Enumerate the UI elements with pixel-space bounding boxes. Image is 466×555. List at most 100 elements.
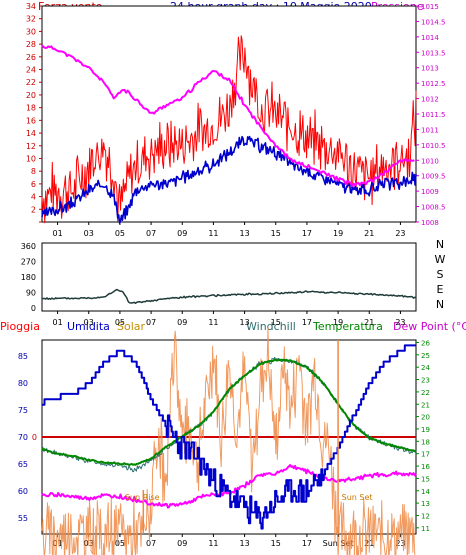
x-tick-label: 15 [271, 229, 281, 238]
x-tick-label: 07 [146, 318, 156, 327]
tick-label-wind: 12 [26, 142, 36, 151]
legend-item: Windchill [246, 320, 296, 333]
tick-label-pressure: 1014.5 [421, 18, 446, 26]
tick-label-temp: 18 [421, 438, 430, 446]
tick-label-pressure: 1008 [421, 219, 439, 227]
legend-item: Solar [117, 320, 146, 333]
x-tick-label: 13 [239, 318, 249, 327]
tick-label-wind: 24 [26, 66, 36, 75]
x-tick-label: 07 [146, 539, 156, 548]
x-tick-label: 11 [208, 318, 218, 327]
tick-label-temp: 21 [421, 401, 430, 409]
tick-label-temp: 19 [421, 426, 430, 434]
tick-label-pressure: 1010 [421, 157, 439, 165]
tick-label-temp: 13 [421, 500, 430, 508]
plot-frame-direction [41, 242, 417, 312]
tick-label-pressure: 1009 [421, 188, 439, 196]
x-tick-label: 05 [115, 318, 125, 327]
tick-label-direction: 90 [26, 289, 36, 298]
series-solar [41, 327, 416, 555]
tick-label-pressure: 1008.5 [421, 204, 446, 212]
tick-label-direction: 0 [31, 304, 36, 313]
x-tick-label: 19 [333, 229, 343, 238]
legend-item: Umidita [67, 320, 110, 333]
x-tick-label: 03 [84, 229, 94, 238]
legend-item: Pioggia [0, 320, 40, 333]
x-tick-label: 21 [364, 229, 374, 238]
series-pressione [41, 44, 415, 188]
sun-rise-label: Sun Rise [125, 493, 160, 502]
tick-label-pressure: 1011 [421, 126, 439, 134]
sun-set-label: Sun Set [342, 493, 373, 502]
x-tick-label: 11 [208, 539, 218, 548]
x-tick-label: 17 [302, 318, 312, 327]
x-tick-label: 01 [52, 318, 62, 327]
legend-item: Dew Point (°C) [393, 320, 466, 333]
tick-label-pressure: 1012.5 [421, 80, 446, 88]
tick-label-wind: 22 [26, 78, 36, 87]
tick-label-humidity: 70 [18, 433, 28, 442]
tick-label-direction: 360 [21, 242, 36, 251]
series-temperatura [41, 358, 417, 467]
x-tick-label: 07 [146, 229, 156, 238]
tick-label-wind: 30 [26, 27, 36, 36]
tick-label-wind: 4 [31, 193, 36, 202]
tick-label-pressure: 1014 [421, 34, 439, 42]
compass-label: E [437, 283, 444, 296]
x-tick-label: 09 [177, 318, 187, 327]
tick-label-humidity: 85 [18, 352, 28, 361]
series-dew-point [41, 464, 417, 509]
series-direzione [41, 288, 417, 305]
tick-label-humidity: 65 [18, 460, 28, 469]
x-tick-label: 13 [239, 539, 249, 548]
tick-label-pressure: 1009.5 [421, 173, 446, 181]
compass-label: N [436, 238, 444, 251]
x-tick-label: 15 [271, 318, 281, 327]
tick-label-wind: 10 [26, 154, 36, 163]
rain-value-label: 0 [32, 433, 37, 442]
legend-item: Temperatura [312, 320, 383, 333]
tick-label-wind: 14 [26, 129, 36, 138]
x-tick-label: 05 [115, 539, 125, 548]
tick-label-temp: 23 [421, 377, 430, 385]
tick-label-temp: 11 [421, 525, 430, 533]
x-tick-label: 17 [302, 229, 312, 238]
tick-label-temp: 25 [421, 352, 430, 360]
x-tick-label: 09 [177, 539, 187, 548]
series-raffica [41, 35, 417, 224]
tick-label-wind: 6 [31, 180, 36, 189]
x-tick-label: 15 [271, 539, 281, 548]
x-tick-label: 23 [395, 318, 405, 327]
x-tick-label: 05 [115, 229, 125, 238]
tick-label-wind: 8 [31, 167, 36, 176]
tick-label-pressure: 1010.5 [421, 142, 446, 150]
tick-label-temp: 12 [421, 512, 430, 520]
series-umidita [42, 344, 416, 530]
tick-label-humidity: 55 [18, 514, 28, 523]
tick-label-temp: 14 [421, 488, 430, 496]
tick-label-temp: 16 [421, 463, 430, 471]
tick-label-wind: 18 [26, 104, 36, 113]
tick-label-temp: 15 [421, 475, 430, 483]
tick-label-wind: 26 [26, 53, 36, 62]
compass-label: N [436, 298, 444, 311]
legend: Pioggia Umidita Solar Windchill Temperatura D… [0, 320, 466, 333]
tick-label-wind: 34 [26, 2, 36, 11]
tick-label-humidity: 75 [18, 406, 28, 415]
tick-label-wind: 2 [31, 205, 36, 214]
tick-label-wind: 20 [26, 91, 36, 100]
tick-label-wind: 28 [26, 40, 36, 49]
tick-label-pressure: 1013 [421, 65, 439, 73]
tick-label-temp: 17 [421, 451, 430, 459]
x-tick-label: 19 [333, 318, 343, 327]
x-tick-label: 01 [52, 539, 62, 548]
compass-label: S [437, 268, 444, 281]
compass-label: W [435, 253, 446, 266]
tick-label-humidity: 80 [18, 379, 28, 388]
x-tick-label: 03 [84, 318, 94, 327]
x-tick-label: 17 [302, 539, 312, 548]
tick-label-wind: 32 [26, 15, 36, 24]
series-vento-medio [41, 135, 417, 224]
x-tick-label: 13 [239, 229, 249, 238]
